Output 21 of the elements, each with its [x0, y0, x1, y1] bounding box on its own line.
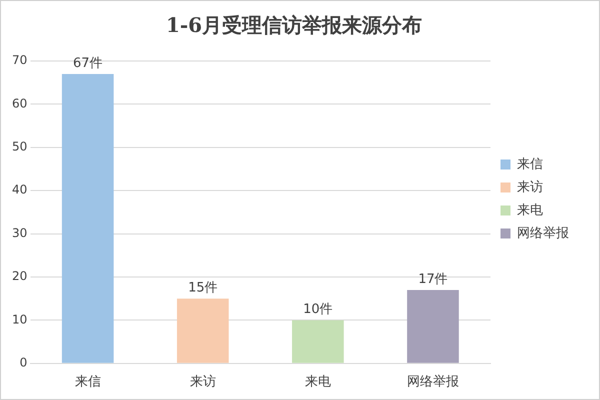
legend-label: 来电	[517, 202, 543, 218]
data-label: 15件	[188, 280, 218, 296]
y-tick-label: 50	[12, 140, 28, 154]
y-tick-label: 40	[12, 182, 28, 197]
data-label: 67件	[73, 56, 103, 71]
data-label: 17件	[418, 272, 448, 287]
x-tick-label: 来访	[190, 374, 216, 390]
y-tick-label: 60	[12, 96, 28, 110]
y-tick-label: 70	[12, 53, 28, 68]
x-tick-label: 网络举报	[406, 374, 459, 390]
data-label: 10件	[303, 302, 333, 318]
y-tick-label: 0	[20, 356, 28, 370]
legend-label: 来信	[517, 156, 543, 172]
y-tick-label: 30	[12, 226, 28, 240]
y-tick-label: 10	[12, 312, 28, 326]
legend-label: 网络举报	[517, 226, 569, 241]
legend-label: 来访	[517, 178, 543, 195]
y-tick-label: 20	[12, 269, 28, 284]
x-tick-label: 来电	[304, 374, 331, 390]
x-tick-label: 来信	[74, 374, 101, 390]
chart-title: 1-6月受理信访举报来源分布	[166, 13, 422, 38]
